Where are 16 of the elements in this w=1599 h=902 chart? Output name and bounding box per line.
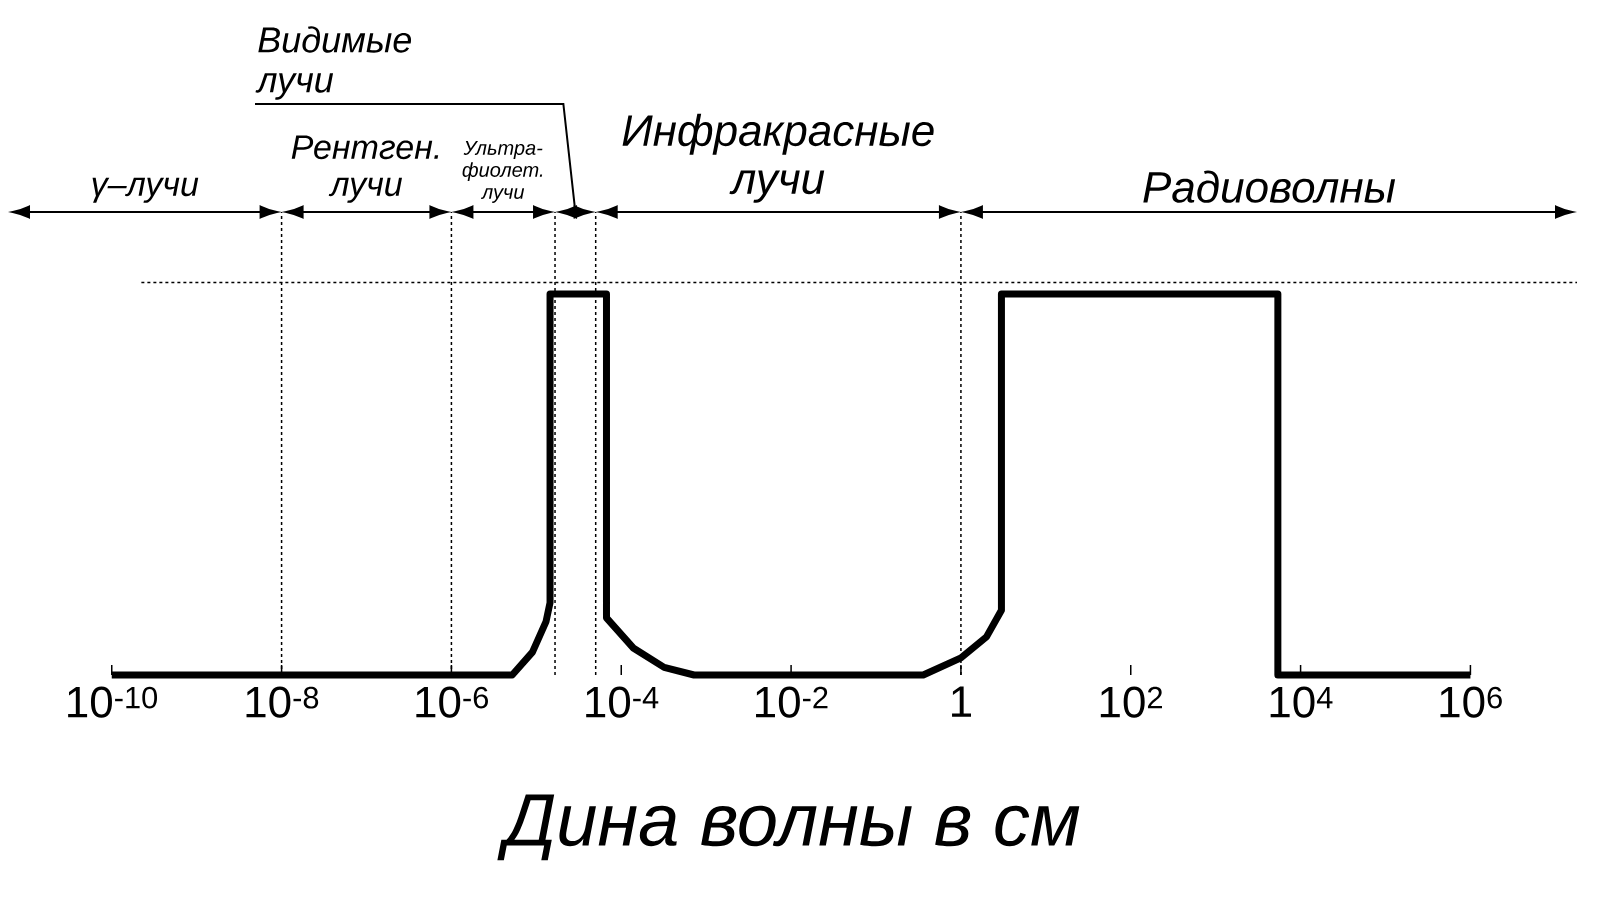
x-axis-title: Дина волны в см [497, 794, 1080, 861]
text: Ультра-фиолет. лучи [462, 140, 543, 203]
x-tick-label: 10$^{2}$ [1100, 686, 1162, 718]
text: Радиоволны [1143, 170, 1396, 203]
x-tick-label: 1 [952, 686, 971, 717]
x-tick-label: 10$^{-6}$ [416, 686, 488, 718]
x-tick-label: 10$^{-8}$ [246, 686, 319, 718]
x-tick-label: 10$^{4}$ [1270, 686, 1333, 718]
x-tick-label: 10$^{-10}$ [68, 686, 158, 718]
text: γ–лучи [92, 177, 199, 203]
x-tick-label: 10$^{6}$ [1440, 686, 1502, 718]
text: Видимые лучи [255, 26, 412, 100]
x-tick-label: 10$^{-4}$ [586, 686, 659, 718]
x-tick-label: 10$^{-2}$ [756, 686, 828, 718]
text: Инфракрасные лучи [622, 113, 934, 203]
text: Рентген. лучи [291, 135, 439, 203]
